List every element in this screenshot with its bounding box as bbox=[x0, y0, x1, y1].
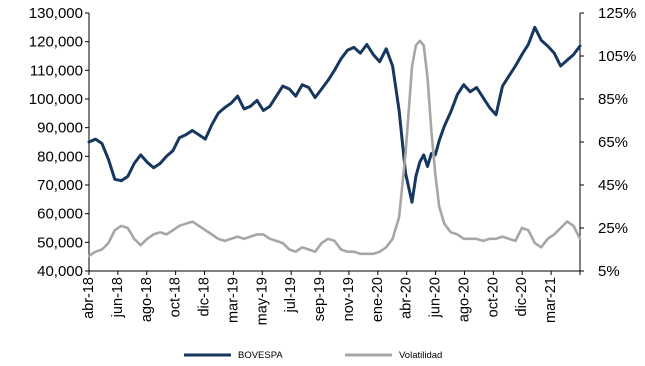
left-tick-label: 50,000 bbox=[37, 234, 83, 251]
x-tick-label: abr-18 bbox=[81, 277, 97, 319]
left-tick-label: 40,000 bbox=[37, 263, 83, 280]
series-line-bovespa bbox=[87, 25, 582, 204]
left-y-axis: 40,000 50,000 60,000 70,000 80,000 90,000 100,… bbox=[29, 5, 90, 280]
left-tick-label: 130,000 bbox=[29, 5, 83, 22]
x-tick-label: oct-20 bbox=[485, 277, 501, 317]
right-tick-label: 65% bbox=[598, 134, 628, 151]
series-layer bbox=[87, 25, 582, 258]
x-tick-label: mar-19 bbox=[225, 277, 241, 323]
x-tick-label: jun-18 bbox=[110, 277, 126, 318]
right-tick-label: 85% bbox=[598, 91, 628, 108]
legend-label-volatilidad: Volatilidad bbox=[399, 350, 442, 361]
right-tick-label: 125% bbox=[598, 5, 636, 22]
left-tick-label: 60,000 bbox=[37, 206, 83, 223]
left-tick-label: 70,000 bbox=[37, 177, 83, 194]
x-tick-label: mar-21 bbox=[543, 277, 559, 323]
x-tick-label: jun-20 bbox=[428, 277, 444, 318]
x-tick-label: jul-19 bbox=[283, 277, 299, 313]
x-tick-label: abr-20 bbox=[399, 277, 415, 319]
x-tick-label: oct-18 bbox=[168, 277, 184, 317]
x-tick-label: may-19 bbox=[254, 277, 270, 325]
x-axis: abr-18 jun-18 ago-18 oct-18 dic-18 mar-19 may-… bbox=[81, 270, 581, 325]
series-line-volatilidad bbox=[87, 39, 582, 258]
legend: BOVESPA Volatilidad bbox=[184, 350, 442, 361]
legend-label-bovespa: BOVESPA bbox=[238, 350, 283, 361]
right-y-axis: 5% 25% 45% 65% 85% 105% 125% bbox=[579, 5, 636, 280]
x-tick-label: ago-18 bbox=[139, 277, 155, 322]
right-tick-label: 25% bbox=[598, 220, 628, 237]
right-tick-label: 105% bbox=[598, 48, 636, 65]
x-tick-label: dic-20 bbox=[514, 277, 530, 317]
x-tick-label: ago-20 bbox=[456, 277, 472, 322]
left-tick-label: 90,000 bbox=[37, 120, 83, 137]
x-tick-label: sep-19 bbox=[312, 277, 328, 321]
x-tick-label: dic-18 bbox=[197, 277, 213, 317]
right-tick-label: 45% bbox=[598, 177, 628, 194]
left-tick-label: 80,000 bbox=[37, 148, 83, 165]
x-tick-label: ene-20 bbox=[370, 277, 386, 322]
left-tick-label: 100,000 bbox=[29, 91, 83, 108]
left-tick-label: 120,000 bbox=[29, 34, 83, 51]
left-tick-label: 110,000 bbox=[30, 62, 83, 79]
right-tick-label: 5% bbox=[598, 263, 620, 280]
x-tick-label: nov-19 bbox=[341, 277, 357, 321]
